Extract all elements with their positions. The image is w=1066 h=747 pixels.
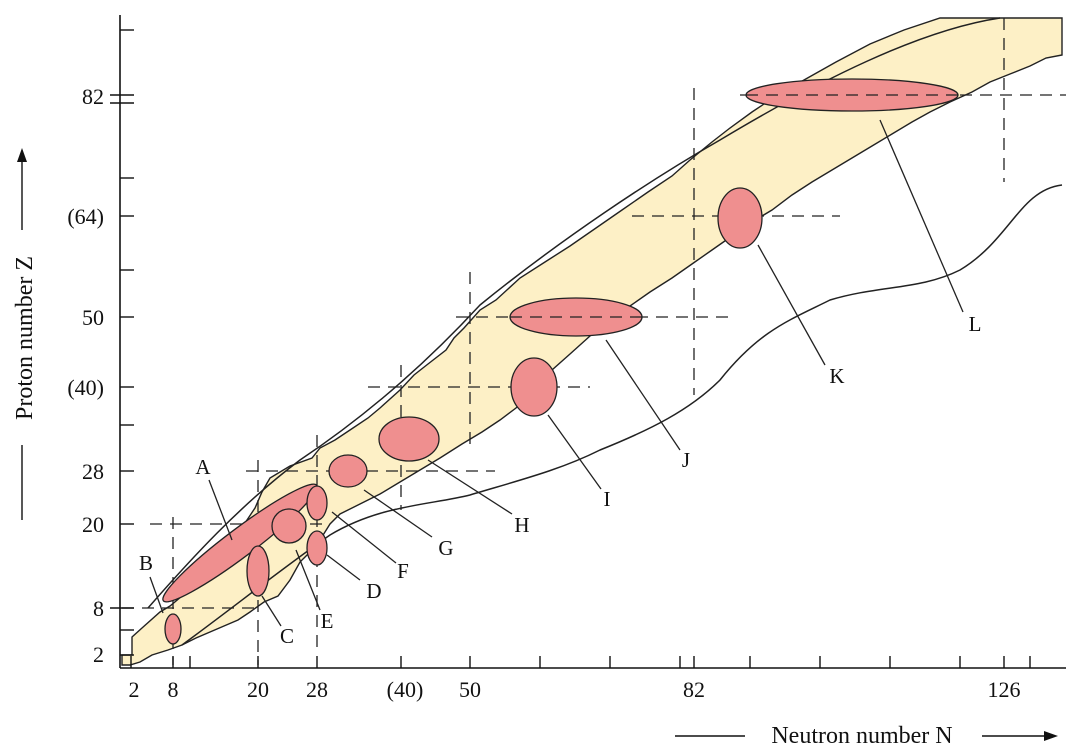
region-label-e: E	[321, 609, 334, 633]
region-label-i: I	[604, 487, 611, 511]
region-labels: A B C D E F G H I J K L	[139, 312, 981, 648]
region-D-shape	[306, 530, 328, 566]
x-axis-title: Neutron number N	[771, 723, 952, 747]
x-axis-title-group: Neutron number N	[675, 723, 1058, 747]
y-tick-label: 20	[82, 512, 104, 537]
region-C-shape	[246, 545, 270, 597]
stability-band	[121, 17, 1063, 666]
x-tick-label: 126	[988, 677, 1021, 702]
y-tick-label: 50	[82, 305, 104, 330]
region-H-shape	[378, 416, 440, 462]
leader-lines	[149, 119, 964, 627]
region-B-shape	[164, 613, 182, 645]
x-tick-labels: 2 8 20 28 (40) 50 82 126	[129, 677, 1021, 702]
y-axis-title: Proton number Z	[12, 256, 38, 420]
axes	[119, 15, 1066, 669]
region-I-shape	[510, 357, 558, 417]
y-axis-arrow-icon	[17, 148, 27, 162]
neutron-drip-line	[181, 184, 1063, 646]
y-tick-labels: 2 8 20 28 (40) 50 (64) 82	[67, 84, 104, 667]
region-K-shape	[717, 187, 763, 249]
x-tick-label: 8	[168, 677, 179, 702]
y-axis-title-group: Proton number Z	[12, 148, 38, 520]
x-tick-label: 28	[306, 677, 328, 702]
x-tick-label: 50	[459, 677, 481, 702]
y-tick-label: 8	[93, 596, 104, 621]
region-label-g: G	[438, 536, 453, 560]
region-label-c: C	[280, 624, 294, 648]
region-E-shape	[271, 508, 307, 544]
region-G-shape	[328, 454, 368, 488]
region-label-a: A	[195, 455, 211, 479]
x-tick-label: (40)	[387, 677, 424, 702]
x-tick-label: 82	[683, 677, 705, 702]
magic-lines-overlay	[510, 94, 958, 318]
y-axis-ticks	[110, 29, 134, 656]
region-label-b: B	[139, 551, 153, 575]
y-tick-label: 2	[93, 642, 104, 667]
region-F-shape	[306, 485, 328, 521]
x-tick-label: 2	[129, 677, 140, 702]
region-label-d: D	[366, 579, 381, 603]
region-label-l: L	[969, 312, 982, 336]
x-axis-ticks	[130, 656, 1031, 668]
region-label-f: F	[397, 559, 409, 583]
x-axis-arrow-icon	[1044, 731, 1058, 741]
region-label-k: K	[829, 364, 844, 388]
region-label-h: H	[514, 513, 529, 537]
x-tick-label: 20	[247, 677, 269, 702]
y-tick-label: 28	[82, 459, 104, 484]
y-tick-label: (40)	[67, 375, 104, 400]
y-tick-label: 82	[82, 84, 104, 109]
region-label-j: J	[682, 448, 690, 472]
y-tick-label: (64)	[67, 204, 104, 229]
